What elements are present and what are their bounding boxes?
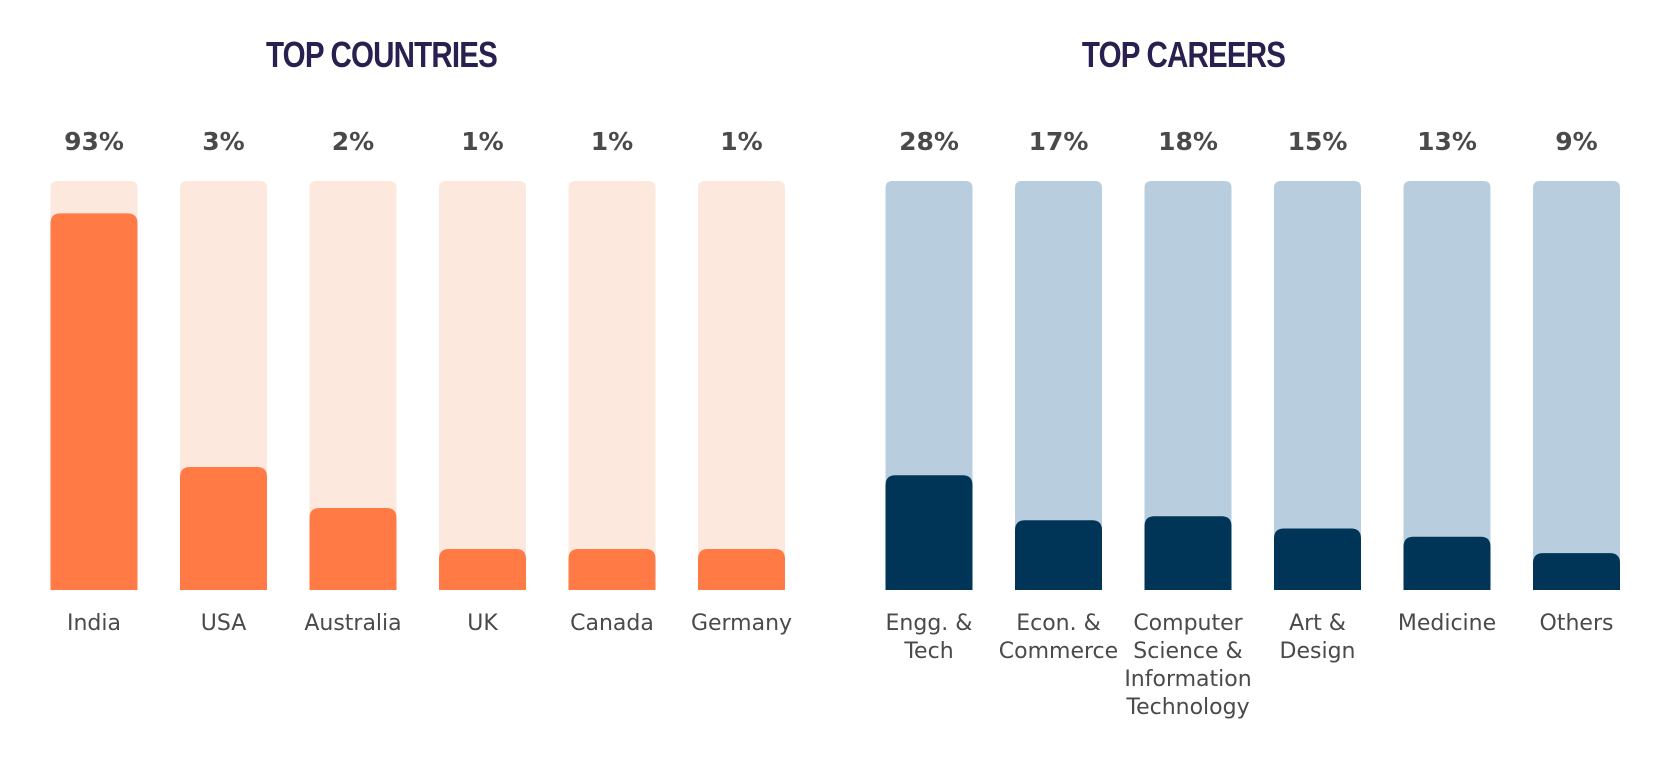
- bar-track: [1274, 181, 1361, 590]
- bar: [180, 467, 267, 590]
- bar: [885, 475, 973, 590]
- value-label: 1%: [461, 127, 503, 156]
- bar: [309, 508, 397, 590]
- value-label: 28%: [899, 127, 959, 156]
- bar-track: [1403, 181, 1491, 590]
- bar: [1274, 528, 1361, 590]
- top-countries-panel: TOP COUNTRIES 93% India 3% USA 2% Australia 1%…: [0, 0, 835, 773]
- value-label: 3%: [202, 127, 244, 156]
- category-label: Canada: [570, 611, 654, 636]
- bar-track: [1015, 181, 1102, 590]
- bar: [1144, 516, 1232, 590]
- top-countries-chart: 93% India 3% USA 2% Australia 1% UK 1% Canada 1% Ge…: [50, 127, 792, 636]
- value-label: 9%: [1555, 127, 1597, 156]
- category-label: Germany: [691, 611, 792, 636]
- value-label: 17%: [1029, 127, 1089, 156]
- value-label: 93%: [64, 127, 124, 156]
- category-label: Australia: [304, 611, 401, 636]
- category-label: Computer Science & Information Technology: [1124, 611, 1251, 720]
- category-label: Art & Design: [1280, 611, 1356, 664]
- category-label: Engg. & Tech: [886, 611, 973, 664]
- value-label: 18%: [1158, 127, 1218, 156]
- bar-track: [1533, 181, 1620, 590]
- value-label: 1%: [720, 127, 762, 156]
- chart-title-countries: TOP COUNTRIES: [265, 34, 498, 75]
- chart-title-careers: TOP CAREERS: [1081, 34, 1286, 75]
- bar: [1403, 536, 1491, 590]
- category-label: USA: [201, 611, 247, 636]
- bar: [439, 549, 526, 590]
- category-label: UK: [467, 611, 498, 636]
- top-careers-chart: 28% Engg. & Tech 17% Econ. & Commerce 18% Compu…: [885, 127, 1620, 720]
- bar-track: [568, 181, 656, 590]
- value-label: 15%: [1288, 127, 1348, 156]
- bar-track: [439, 181, 526, 590]
- top-careers-panel: TOP CAREERS 28% Engg. & Tech 17% Econ. & Comm…: [836, 0, 1671, 773]
- value-label: 13%: [1417, 127, 1477, 156]
- category-label: Econ. & Commerce: [999, 611, 1118, 664]
- value-label: 1%: [591, 127, 633, 156]
- category-label: India: [67, 611, 121, 636]
- bar-track: [1144, 181, 1232, 590]
- value-label: 2%: [332, 127, 374, 156]
- bar: [1015, 520, 1102, 590]
- bar-track: [309, 181, 397, 590]
- bar: [50, 213, 138, 590]
- bar: [568, 549, 656, 590]
- bar-track: [698, 181, 785, 590]
- category-label: Others: [1540, 611, 1614, 636]
- category-label: Medicine: [1398, 611, 1496, 636]
- bar: [1533, 553, 1620, 590]
- bar: [698, 549, 785, 590]
